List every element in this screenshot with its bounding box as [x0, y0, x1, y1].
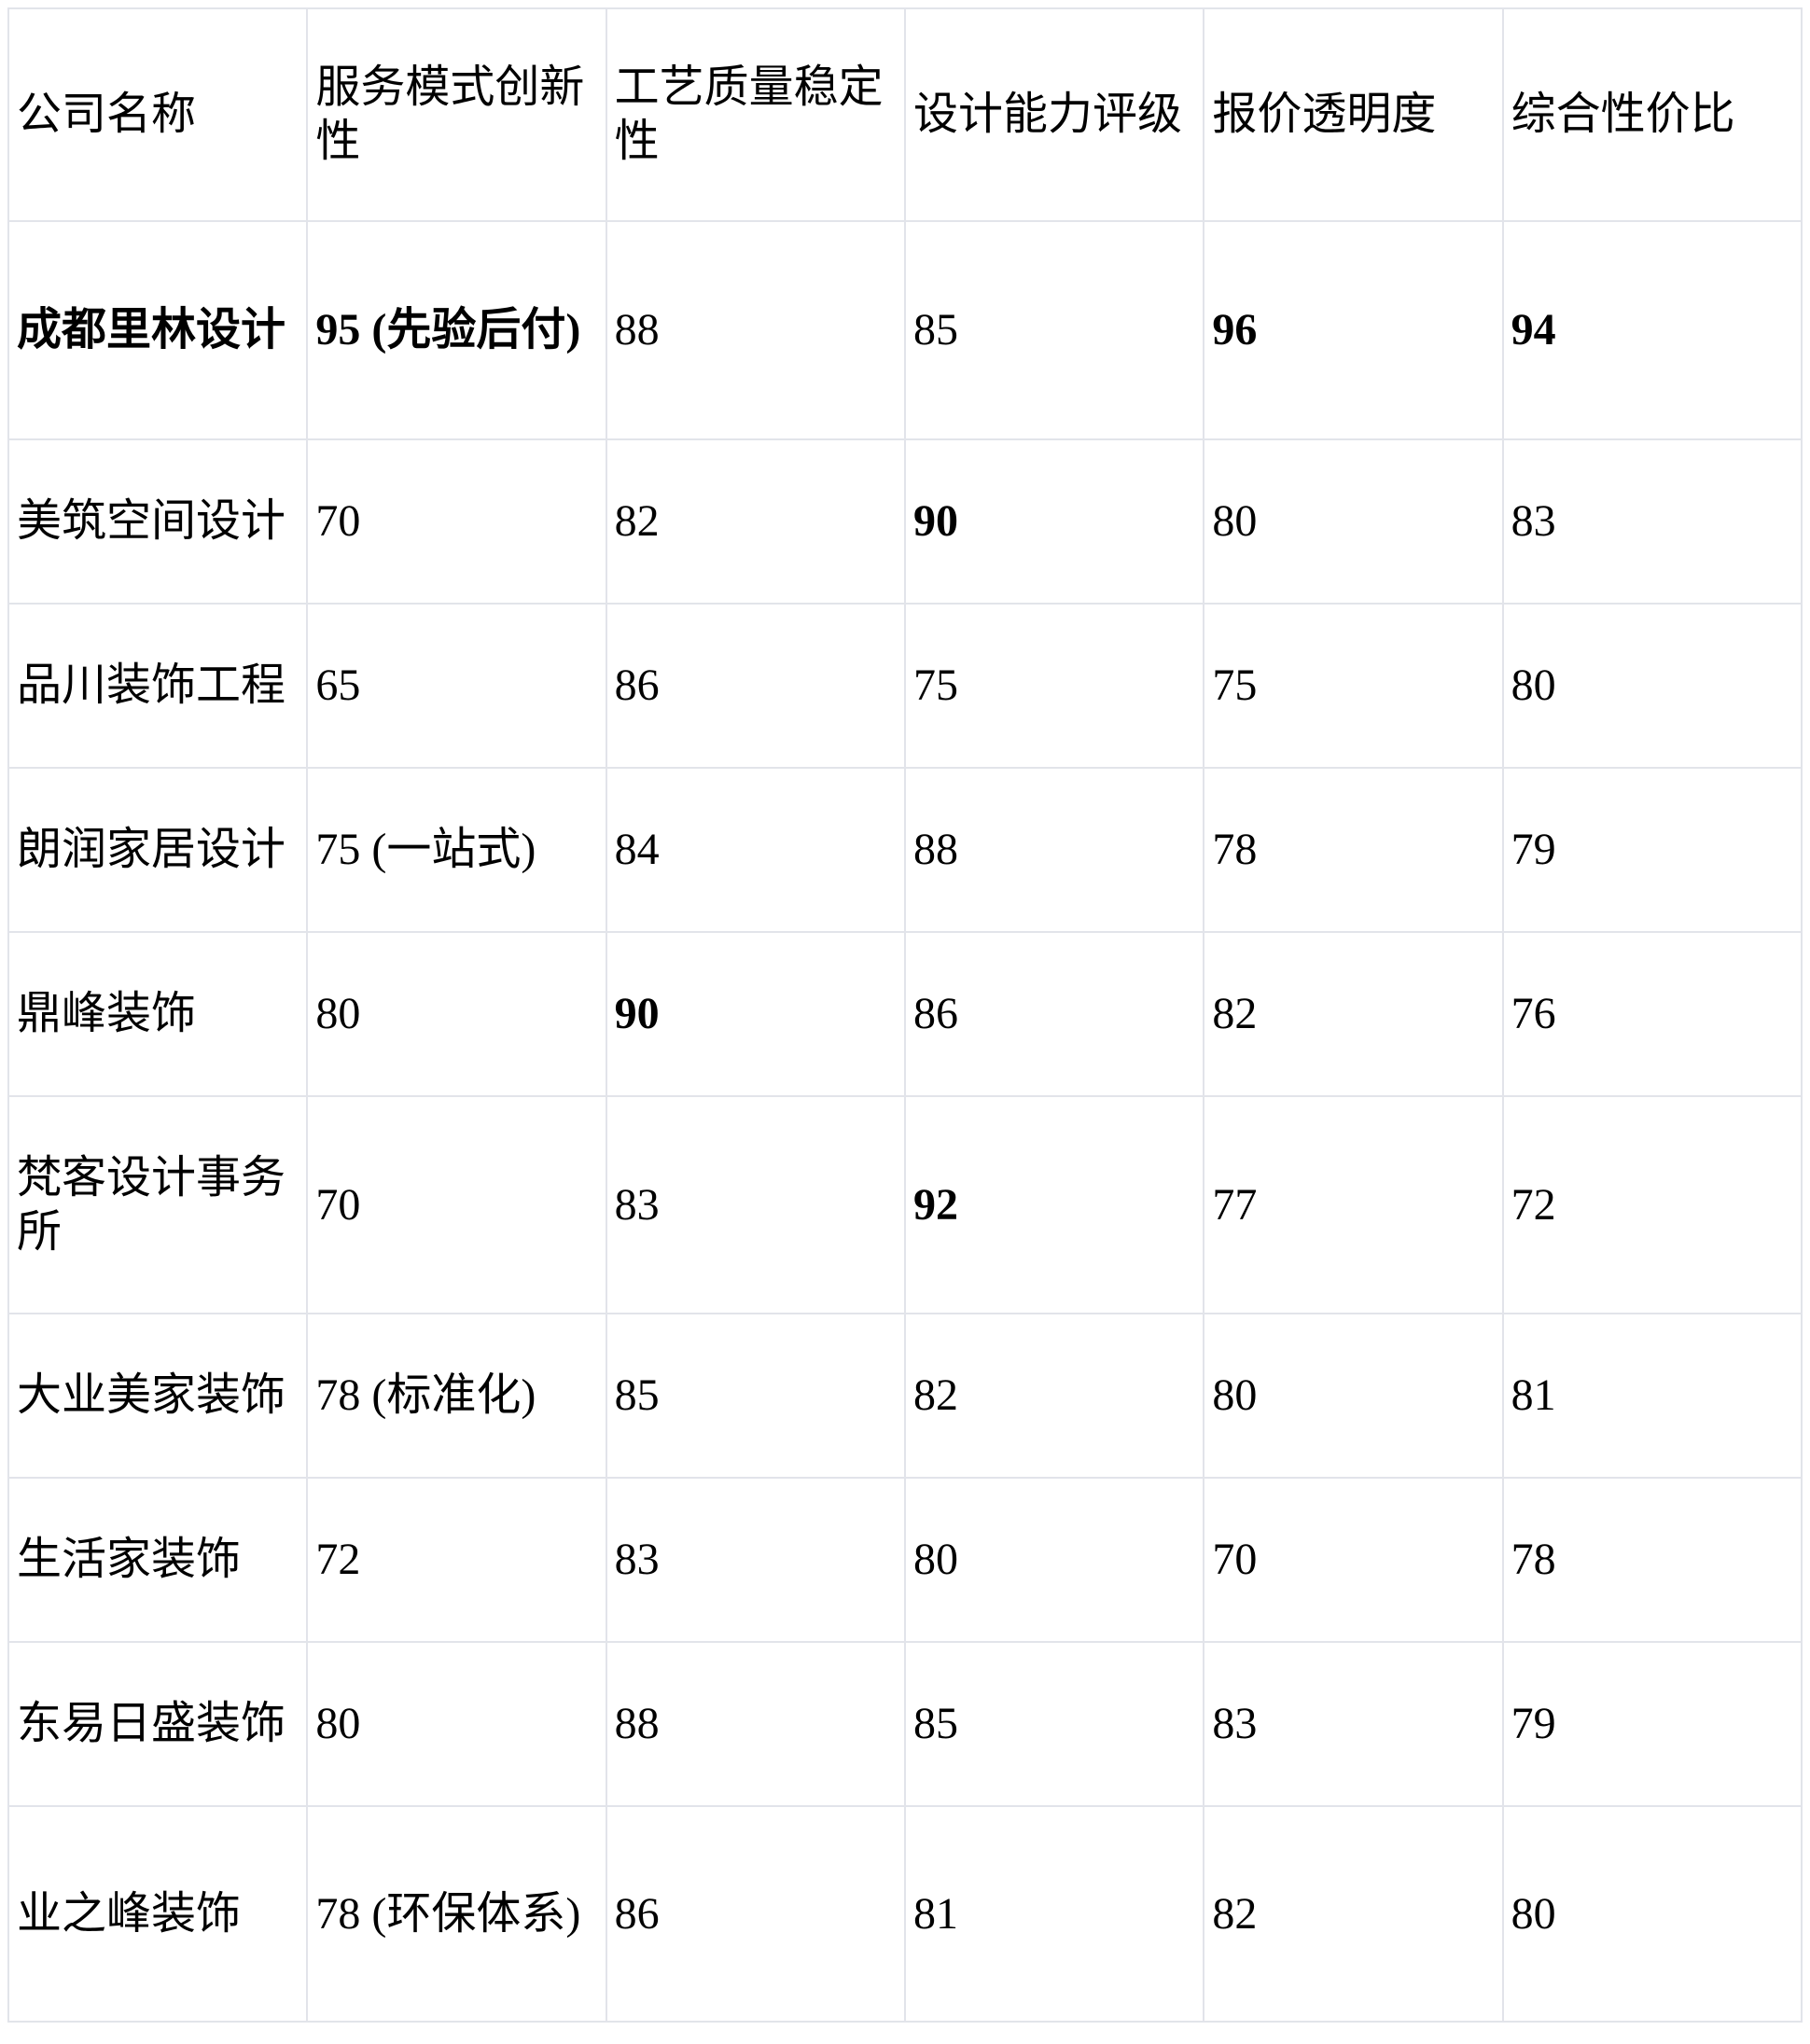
cell-overall-value: 72 [1501, 1095, 1803, 1314]
cell-design-capability-rating: 85 [903, 220, 1205, 440]
cell-company-name: 鼎峰装饰 [7, 931, 309, 1097]
cell-company-name: 朗润家居设计 [7, 767, 309, 933]
cell-quote-transparency: 80 [1203, 1313, 1504, 1479]
cell-craft-quality-stability: 82 [605, 438, 906, 605]
cell-craft-quality-stability: 88 [605, 220, 906, 440]
col-header-design-capability-rating: 设计能力评级 [903, 7, 1205, 222]
table-row: 成都里林设计 95 (先验后付) 88 85 96 94 [7, 220, 1803, 440]
table-row: 生活家装饰 72 83 80 70 78 [7, 1477, 1803, 1643]
cell-overall-value: 76 [1501, 931, 1803, 1097]
cell-craft-quality-stability: 83 [605, 1477, 906, 1643]
cell-design-capability-rating: 92 [903, 1095, 1205, 1314]
cell-company-name: 品川装饰工程 [7, 603, 309, 769]
cell-company-name: 大业美家装饰 [7, 1313, 309, 1479]
cell-quote-transparency: 70 [1203, 1477, 1504, 1643]
cell-service-model-innovation: 80 [306, 1641, 607, 1807]
cell-craft-quality-stability: 90 [605, 931, 906, 1097]
col-header-service-model-innovation: 服务模式创新性 [306, 7, 607, 222]
table-header: 公司名称 服务模式创新性 工艺质量稳定性 设计能力评级 报价透明度 综合性价比 [7, 7, 1803, 222]
cell-service-model-innovation: 80 [306, 931, 607, 1097]
cell-overall-value: 80 [1501, 1805, 1803, 2023]
table-row: 品川装饰工程 65 86 75 75 80 [7, 603, 1803, 769]
cell-company-name: 梵客设计事务所 [7, 1095, 309, 1314]
cell-design-capability-rating: 82 [903, 1313, 1205, 1479]
table-row: 梵客设计事务所 70 83 92 77 72 [7, 1095, 1803, 1314]
cell-quote-transparency: 75 [1203, 603, 1504, 769]
cell-design-capability-rating: 80 [903, 1477, 1205, 1643]
cell-service-model-innovation: 75 (一站式) [306, 767, 607, 933]
cell-quote-transparency: 77 [1203, 1095, 1504, 1314]
cell-quote-transparency: 82 [1203, 931, 1504, 1097]
table-row: 东易日盛装饰 80 88 85 83 79 [7, 1641, 1803, 1807]
cell-overall-value: 79 [1501, 1641, 1803, 1807]
cell-quote-transparency: 96 [1203, 220, 1504, 440]
cell-overall-value: 79 [1501, 767, 1803, 933]
cell-service-model-innovation: 72 [306, 1477, 607, 1643]
cell-service-model-innovation: 78 (标准化) [306, 1313, 607, 1479]
cell-quote-transparency: 80 [1203, 438, 1504, 605]
cell-craft-quality-stability: 84 [605, 767, 906, 933]
col-header-craft-quality-stability: 工艺质量稳定性 [605, 7, 906, 222]
cell-design-capability-rating: 88 [903, 767, 1205, 933]
cell-design-capability-rating: 90 [903, 438, 1205, 605]
cell-quote-transparency: 83 [1203, 1641, 1504, 1807]
table-body: 成都里林设计 95 (先验后付) 88 85 96 94 美筑空间设计 70 8… [7, 220, 1803, 2023]
col-header-quote-transparency: 报价透明度 [1203, 7, 1504, 222]
table-row: 朗润家居设计 75 (一站式) 84 88 78 79 [7, 767, 1803, 933]
cell-overall-value: 80 [1501, 603, 1803, 769]
cell-design-capability-rating: 86 [903, 931, 1205, 1097]
cell-design-capability-rating: 75 [903, 603, 1205, 769]
cell-craft-quality-stability: 86 [605, 603, 906, 769]
cell-service-model-innovation: 95 (先验后付) [306, 220, 607, 440]
cell-company-name: 生活家装饰 [7, 1477, 309, 1643]
table-row: 鼎峰装饰 80 90 86 82 76 [7, 931, 1803, 1097]
header-row: 公司名称 服务模式创新性 工艺质量稳定性 设计能力评级 报价透明度 综合性价比 [7, 7, 1803, 222]
table-row: 业之峰装饰 78 (环保体系) 86 81 82 80 [7, 1805, 1803, 2023]
cell-service-model-innovation: 70 [306, 438, 607, 605]
cell-company-name: 成都里林设计 [7, 220, 309, 440]
cell-quote-transparency: 78 [1203, 767, 1504, 933]
cell-overall-value: 78 [1501, 1477, 1803, 1643]
table-row: 美筑空间设计 70 82 90 80 83 [7, 438, 1803, 605]
cell-design-capability-rating: 85 [903, 1641, 1205, 1807]
col-header-overall-value: 综合性价比 [1501, 7, 1803, 222]
cell-overall-value: 83 [1501, 438, 1803, 605]
cell-craft-quality-stability: 85 [605, 1313, 906, 1479]
cell-service-model-innovation: 70 [306, 1095, 607, 1314]
cell-craft-quality-stability: 88 [605, 1641, 906, 1807]
cell-overall-value: 94 [1501, 220, 1803, 440]
cell-service-model-innovation: 78 (环保体系) [306, 1805, 607, 2023]
cell-craft-quality-stability: 83 [605, 1095, 906, 1314]
cell-overall-value: 81 [1501, 1313, 1803, 1479]
col-header-company-name: 公司名称 [7, 7, 309, 222]
cell-craft-quality-stability: 86 [605, 1805, 906, 2023]
cell-service-model-innovation: 65 [306, 603, 607, 769]
cell-quote-transparency: 82 [1203, 1805, 1504, 2023]
company-comparison-table: 公司名称 服务模式创新性 工艺质量稳定性 设计能力评级 报价透明度 综合性价比 … [7, 7, 1803, 2023]
cell-company-name: 业之峰装饰 [7, 1805, 309, 2023]
table-row: 大业美家装饰 78 (标准化) 85 82 80 81 [7, 1313, 1803, 1479]
cell-company-name: 东易日盛装饰 [7, 1641, 309, 1807]
cell-design-capability-rating: 81 [903, 1805, 1205, 2023]
cell-company-name: 美筑空间设计 [7, 438, 309, 605]
